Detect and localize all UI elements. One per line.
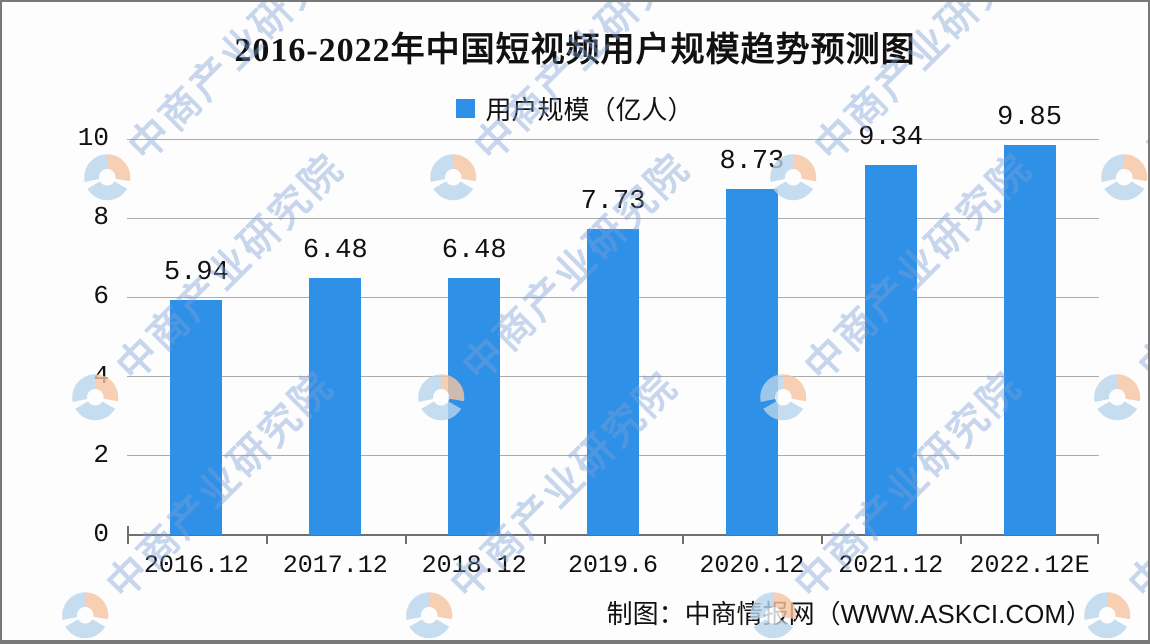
y-axis-tick-label: 6 bbox=[93, 281, 109, 312]
bar-value-label: 8.73 bbox=[719, 147, 785, 178]
y-axis-tick-label: 2 bbox=[93, 439, 109, 470]
watermark-text: 中商产业研究院 bbox=[1120, 363, 1150, 608]
x-axis-tick bbox=[682, 535, 685, 544]
gridline bbox=[127, 217, 1099, 219]
x-axis-tick-label: 2021.12 bbox=[838, 551, 944, 580]
x-axis-tick bbox=[821, 535, 824, 544]
bar bbox=[170, 299, 223, 535]
x-axis-tick bbox=[960, 535, 963, 544]
bar bbox=[448, 278, 501, 535]
bar bbox=[864, 165, 917, 535]
x-axis-tick-label: 2016.12 bbox=[143, 551, 249, 580]
x-axis-tick-label: 2019.6 bbox=[567, 551, 658, 580]
legend-swatch-icon bbox=[456, 99, 476, 118]
bar bbox=[587, 228, 639, 535]
y-axis-tick-label: 10 bbox=[77, 123, 109, 153]
source-note: 制图：中商情报网（WWW.ASKCI.COM） bbox=[606, 599, 1092, 629]
x-axis-tick bbox=[404, 535, 407, 544]
gridline bbox=[127, 138, 1099, 140]
x-axis-tick-label: 2017.12 bbox=[282, 551, 388, 580]
x-axis-tick-label: 2022.12E bbox=[969, 551, 1090, 580]
bar-value-label: 7.73 bbox=[580, 186, 646, 217]
chart-title: 2016-2022年中国短视频用户规模趋势预测图 bbox=[234, 32, 916, 69]
bar bbox=[309, 278, 362, 535]
x-axis-tick bbox=[543, 535, 546, 544]
askci-logo-icon bbox=[396, 582, 462, 640]
x-axis-tick bbox=[127, 535, 129, 544]
bar bbox=[725, 189, 778, 535]
y-axis-tick-label: 8 bbox=[93, 202, 109, 233]
legend-label: 用户规模（亿人） bbox=[485, 95, 694, 125]
y-axis-tick-label: 4 bbox=[93, 360, 109, 391]
legend: 用户规模（亿人） bbox=[2, 90, 1148, 127]
x-axis-tick bbox=[265, 535, 268, 544]
bar-value-label: 5.94 bbox=[164, 257, 229, 288]
bar-value-label: 6.48 bbox=[302, 236, 368, 267]
bar-value-label: 9.85 bbox=[997, 102, 1062, 133]
askci-logo-icon bbox=[52, 582, 118, 640]
x-axis-tick-label: 2020.12 bbox=[699, 551, 805, 580]
watermark-text: 中商产业研究院 bbox=[1130, 145, 1150, 390]
plot-area: 0 2 4 6 8 10 5.94 2016.12 6.48 2017.12 6.48 2018.12… bbox=[78, 103, 1099, 580]
y-axis-corner-tick bbox=[127, 526, 129, 535]
askci-logo-icon bbox=[1091, 144, 1148, 210]
bar bbox=[1003, 144, 1056, 535]
x-axis-tick bbox=[1097, 535, 1099, 544]
y-axis-tick-label: 0 bbox=[93, 519, 109, 549]
bar-value-label: 9.34 bbox=[858, 123, 924, 154]
bar-value-label: 6.48 bbox=[441, 236, 507, 267]
x-axis-tick-label: 2018.12 bbox=[421, 551, 527, 580]
